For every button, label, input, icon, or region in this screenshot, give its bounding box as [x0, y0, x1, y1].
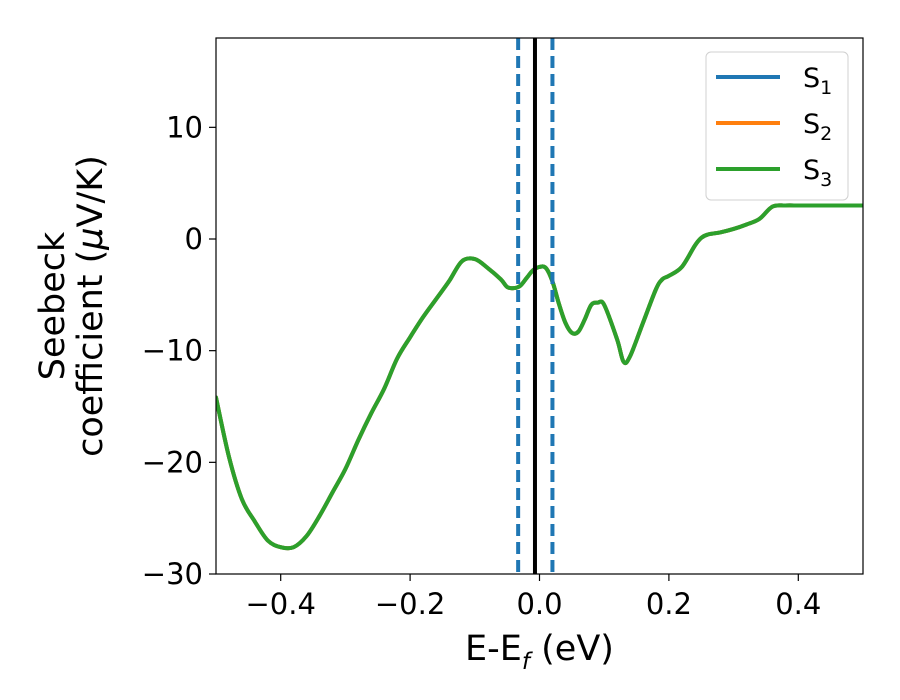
y-tick-label: −30 — [142, 557, 203, 591]
y-axis-title-line2-suffix: V/K) — [71, 155, 111, 227]
series-line-s3 — [216, 203, 863, 551]
y-axis-title: Seebeck coefficient (μV/K) — [33, 155, 111, 457]
x-tick-label: 0.0 — [516, 587, 562, 621]
x-tick-label: −0.4 — [245, 587, 315, 621]
y-axis-title-line2-prefix: coefficient ( — [71, 250, 111, 457]
y-tick-label: 10 — [166, 110, 203, 144]
legend-box — [705, 51, 849, 201]
y-tick-label: −20 — [142, 445, 203, 479]
data-layer — [216, 38, 863, 574]
y-tick-label: −10 — [142, 334, 203, 368]
y-axis-title-mu: μ — [71, 227, 111, 250]
x-tick-label: 0.2 — [646, 587, 692, 621]
x-axis-title-unit: (eV) — [530, 629, 614, 669]
ticks-layer: −0.4 −0.2 0.0 0.2 0.4 −30 −20 −10 0 10 — [142, 110, 822, 621]
x-axis-title: E-Ef (eV) — [465, 629, 614, 675]
x-axis-title-subscript: f — [522, 649, 533, 675]
series-line-s2 — [216, 203, 863, 551]
legend-label-s3: S3 — [803, 155, 832, 191]
x-tick-label: 0.4 — [775, 587, 821, 621]
legend: S1 S2 S3 — [705, 51, 849, 201]
legend-label-s2: S2 — [803, 109, 832, 145]
x-axis-title-main: E-E — [465, 629, 522, 669]
series-line-s1 — [216, 203, 863, 551]
y-tick-label: 0 — [185, 222, 203, 256]
y-axis-title-line2: coefficient (μV/K) — [71, 155, 111, 457]
legend-label-s1: S1 — [803, 63, 832, 99]
x-tick-label: −0.2 — [375, 587, 445, 621]
y-axis-title-line1: Seebeck — [33, 231, 73, 380]
